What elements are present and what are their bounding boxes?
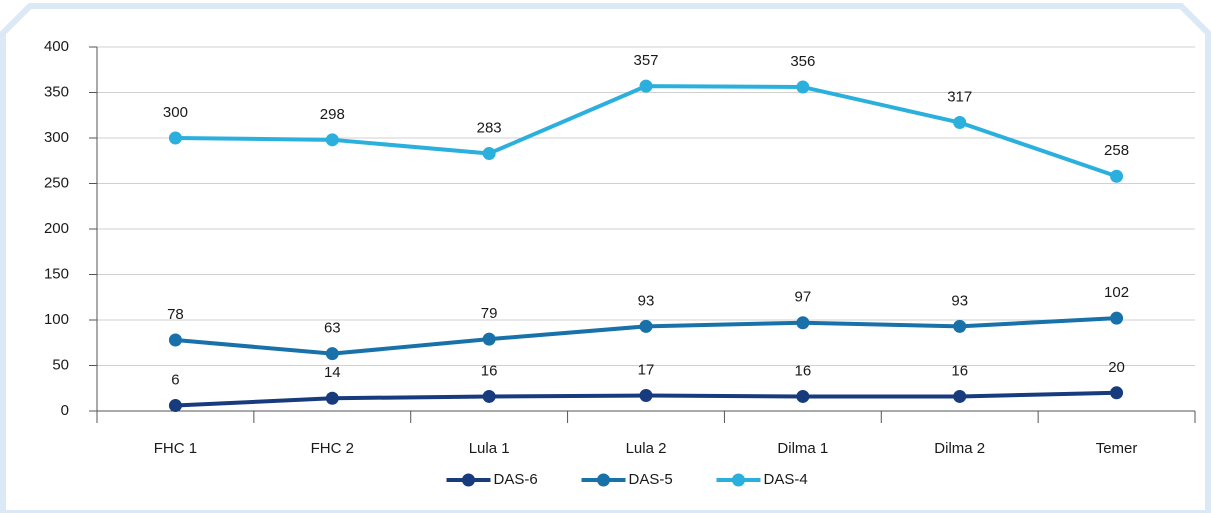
legend-marker: [732, 473, 745, 487]
x-tick-label: Dilma 1: [777, 440, 828, 457]
y-tick-label: 200: [44, 220, 69, 237]
data-point: [953, 389, 967, 403]
data-point: [796, 80, 810, 94]
x-tick-label: FHC 1: [154, 440, 197, 457]
x-tick-label: Dilma 2: [934, 440, 985, 457]
data-label: 93: [951, 292, 968, 309]
data-point: [1110, 311, 1124, 325]
series-line: [175, 84, 1118, 179]
x-tick-label: FHC 2: [311, 440, 354, 457]
legend-label: DAS-5: [629, 471, 673, 488]
data-label: 97: [795, 289, 812, 306]
y-tick-label: 350: [44, 83, 69, 100]
data-label: 14: [324, 364, 341, 381]
data-label: 20: [1108, 359, 1125, 376]
data-label: 258: [1104, 142, 1129, 159]
legend-marker: [462, 473, 475, 487]
data-point: [482, 389, 496, 403]
data-point: [168, 131, 182, 145]
data-label: 93: [638, 292, 655, 309]
data-point: [639, 319, 653, 333]
data-point: [325, 133, 339, 147]
x-tick-label: Lula 2: [626, 440, 667, 457]
data-label: 283: [477, 119, 502, 136]
x-tick-label: Temer: [1096, 440, 1138, 457]
data-point: [639, 389, 653, 403]
data-point: [639, 79, 653, 93]
legend-label: DAS-6: [494, 471, 538, 488]
data-label: 300: [163, 104, 188, 121]
data-label: 17: [638, 361, 655, 378]
data-label: 63: [324, 320, 341, 337]
y-tick-label: 250: [44, 174, 69, 191]
data-point: [482, 332, 496, 346]
y-tick-label: 300: [44, 129, 69, 146]
data-label: 6: [171, 372, 179, 389]
data-point: [482, 146, 496, 160]
data-label: 16: [951, 362, 968, 379]
data-label: 356: [790, 53, 815, 70]
data-label: 79: [481, 305, 498, 322]
data-label: 16: [795, 362, 812, 379]
data-label: 317: [947, 88, 972, 105]
data-point: [1110, 169, 1124, 183]
data-label: 78: [167, 306, 184, 323]
data-label: 16: [481, 362, 498, 379]
y-tick-label: 100: [44, 311, 69, 328]
data-point: [325, 391, 339, 405]
y-tick-label: 400: [44, 38, 69, 55]
data-label: 102: [1104, 284, 1129, 301]
data-label: 298: [320, 106, 345, 123]
y-tick-label: 0: [61, 402, 69, 419]
data-label: 357: [633, 52, 658, 69]
x-tick-label: Lula 1: [469, 440, 510, 457]
data-point: [953, 319, 967, 333]
data-point: [953, 116, 967, 130]
legend-marker: [597, 473, 610, 487]
data-point: [168, 333, 182, 347]
y-tick-label: 150: [44, 265, 69, 282]
data-point: [796, 316, 810, 330]
data-point: [1110, 386, 1124, 400]
data-point: [796, 389, 810, 403]
legend-label: DAS-4: [764, 471, 808, 488]
frame: [0, 3, 1211, 513]
data-point: [168, 399, 182, 413]
y-tick-label: 50: [52, 356, 69, 373]
data-point: [325, 347, 339, 361]
